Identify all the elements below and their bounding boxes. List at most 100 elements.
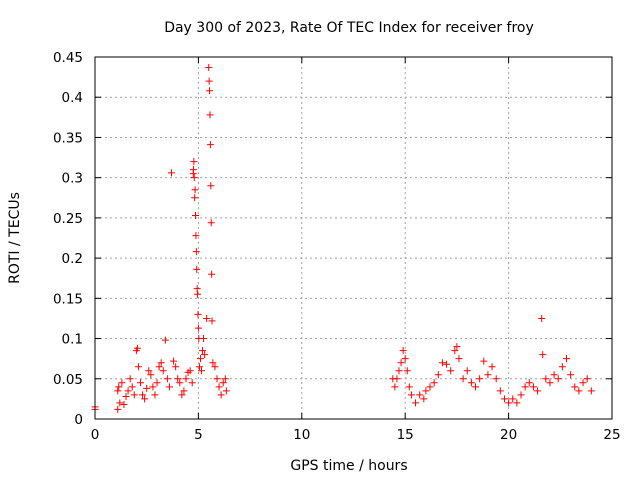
- data-point: [583, 375, 591, 383]
- data-point: [206, 87, 214, 95]
- data-point: [118, 379, 126, 387]
- grid-lines: [95, 57, 612, 419]
- data-point: [539, 351, 547, 359]
- data-point: [153, 379, 161, 387]
- data-point: [122, 392, 130, 400]
- data-point: [538, 314, 546, 322]
- data-point: [554, 375, 562, 383]
- data-point: [513, 399, 521, 407]
- data-point: [155, 363, 163, 371]
- data-point: [159, 367, 167, 375]
- y-tick-label: 0.3: [62, 171, 83, 187]
- x-axis-label: GPS time / hours: [290, 458, 407, 474]
- data-point: [147, 371, 155, 379]
- data-point: [492, 375, 500, 383]
- data-point: [438, 359, 446, 367]
- data-point: [476, 375, 484, 383]
- data-point: [209, 359, 217, 367]
- data-point: [451, 347, 459, 355]
- data-point: [196, 355, 204, 363]
- data-point: [114, 387, 122, 395]
- data-point: [194, 310, 202, 318]
- data-point: [168, 169, 176, 177]
- y-tick-label: 0.35: [53, 130, 83, 146]
- data-point: [587, 387, 595, 395]
- data-point: [207, 219, 215, 227]
- data-point: [190, 174, 198, 182]
- data-point: [206, 111, 214, 119]
- data-point: [550, 371, 558, 379]
- data-point: [208, 270, 216, 278]
- data-point: [525, 379, 533, 387]
- data-point: [141, 395, 149, 403]
- data-point: [405, 383, 413, 391]
- data-point: [193, 265, 201, 273]
- data-point: [126, 375, 134, 383]
- data-point: [397, 359, 405, 367]
- data-point: [563, 355, 571, 363]
- data-point: [222, 387, 230, 395]
- data-point: [186, 367, 194, 375]
- data-point: [170, 357, 178, 365]
- data-point: [215, 383, 223, 391]
- data-point: [161, 336, 169, 344]
- data-point: [430, 379, 438, 387]
- data-point: [188, 379, 196, 387]
- data-point: [134, 363, 142, 371]
- data-point: [205, 63, 213, 71]
- data-point: [571, 383, 579, 391]
- data-point: [391, 383, 399, 391]
- data-point: [488, 363, 496, 371]
- x-tick-label: 5: [194, 427, 203, 443]
- x-tick-label: 0: [91, 427, 100, 443]
- data-point: [517, 391, 525, 399]
- y-axis-label: ROTI / TECUs: [7, 192, 23, 284]
- data-point: [128, 383, 136, 391]
- x-tick-label: 25: [603, 427, 620, 443]
- data-point: [120, 401, 128, 409]
- data-point: [190, 158, 198, 166]
- data-point: [191, 194, 199, 202]
- data-point: [151, 391, 159, 399]
- data-point: [203, 314, 211, 322]
- data-point: [434, 371, 442, 379]
- data-point: [149, 383, 157, 391]
- data-point: [453, 343, 461, 351]
- data-point: [143, 384, 151, 392]
- data-point: [178, 391, 186, 399]
- data-point: [192, 211, 200, 219]
- data-point: [157, 359, 165, 367]
- data-point: [407, 391, 415, 399]
- data-point: [139, 391, 147, 399]
- data-point: [145, 367, 153, 375]
- data-point: [443, 360, 451, 368]
- y-tick-label: 0.4: [62, 90, 83, 106]
- data-point: [217, 391, 225, 399]
- data-point: [558, 363, 566, 371]
- x-tick-label: 20: [500, 427, 517, 443]
- y-tick-label: 0.45: [53, 50, 83, 66]
- data-point: [189, 166, 197, 174]
- y-tick-label: 0: [74, 412, 83, 428]
- y-tick-label: 0.2: [62, 251, 83, 267]
- data-point: [192, 232, 200, 240]
- data-point: [136, 379, 144, 387]
- data-point: [180, 387, 188, 395]
- data-point: [194, 290, 202, 298]
- data-point: [115, 383, 123, 391]
- data-point: [207, 182, 215, 190]
- data-point: [401, 355, 409, 363]
- data-point: [163, 375, 171, 383]
- data-point: [403, 367, 411, 375]
- data-point: [182, 375, 190, 383]
- data-point: [542, 375, 550, 383]
- data-point: [208, 317, 216, 325]
- x-tick-label: 15: [397, 427, 414, 443]
- data-point: [199, 347, 207, 355]
- data-point: [116, 399, 124, 407]
- data-point: [205, 77, 213, 85]
- plot-frame: [94, 56, 613, 420]
- data-point: [579, 379, 587, 387]
- data-point: [114, 405, 122, 413]
- data-point: [420, 395, 428, 403]
